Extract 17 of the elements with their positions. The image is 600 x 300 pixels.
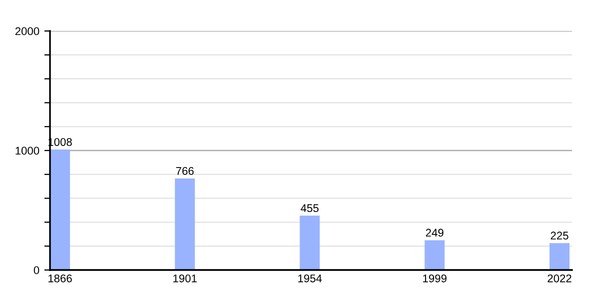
bar — [424, 240, 445, 270]
bar — [300, 216, 320, 270]
x-tick-label: 2022 — [548, 274, 572, 282]
data-label: 766 — [176, 167, 194, 175]
data-label: 455 — [300, 204, 319, 212]
bar — [50, 150, 70, 270]
x-tick-label: 1954 — [298, 274, 322, 282]
x-tick-label: 1999 — [423, 274, 446, 282]
y-tick-label: 2000 — [15, 27, 40, 36]
x-tick-label: 1866 — [48, 274, 72, 282]
bar — [174, 178, 195, 270]
bar — [550, 243, 570, 270]
y-tick-label: 1000 — [16, 146, 40, 155]
data-label: 249 — [426, 228, 444, 237]
data-label: 225 — [550, 232, 568, 240]
x-tick-label: 1901 — [173, 274, 197, 282]
y-tick-label: 0 — [34, 266, 40, 274]
